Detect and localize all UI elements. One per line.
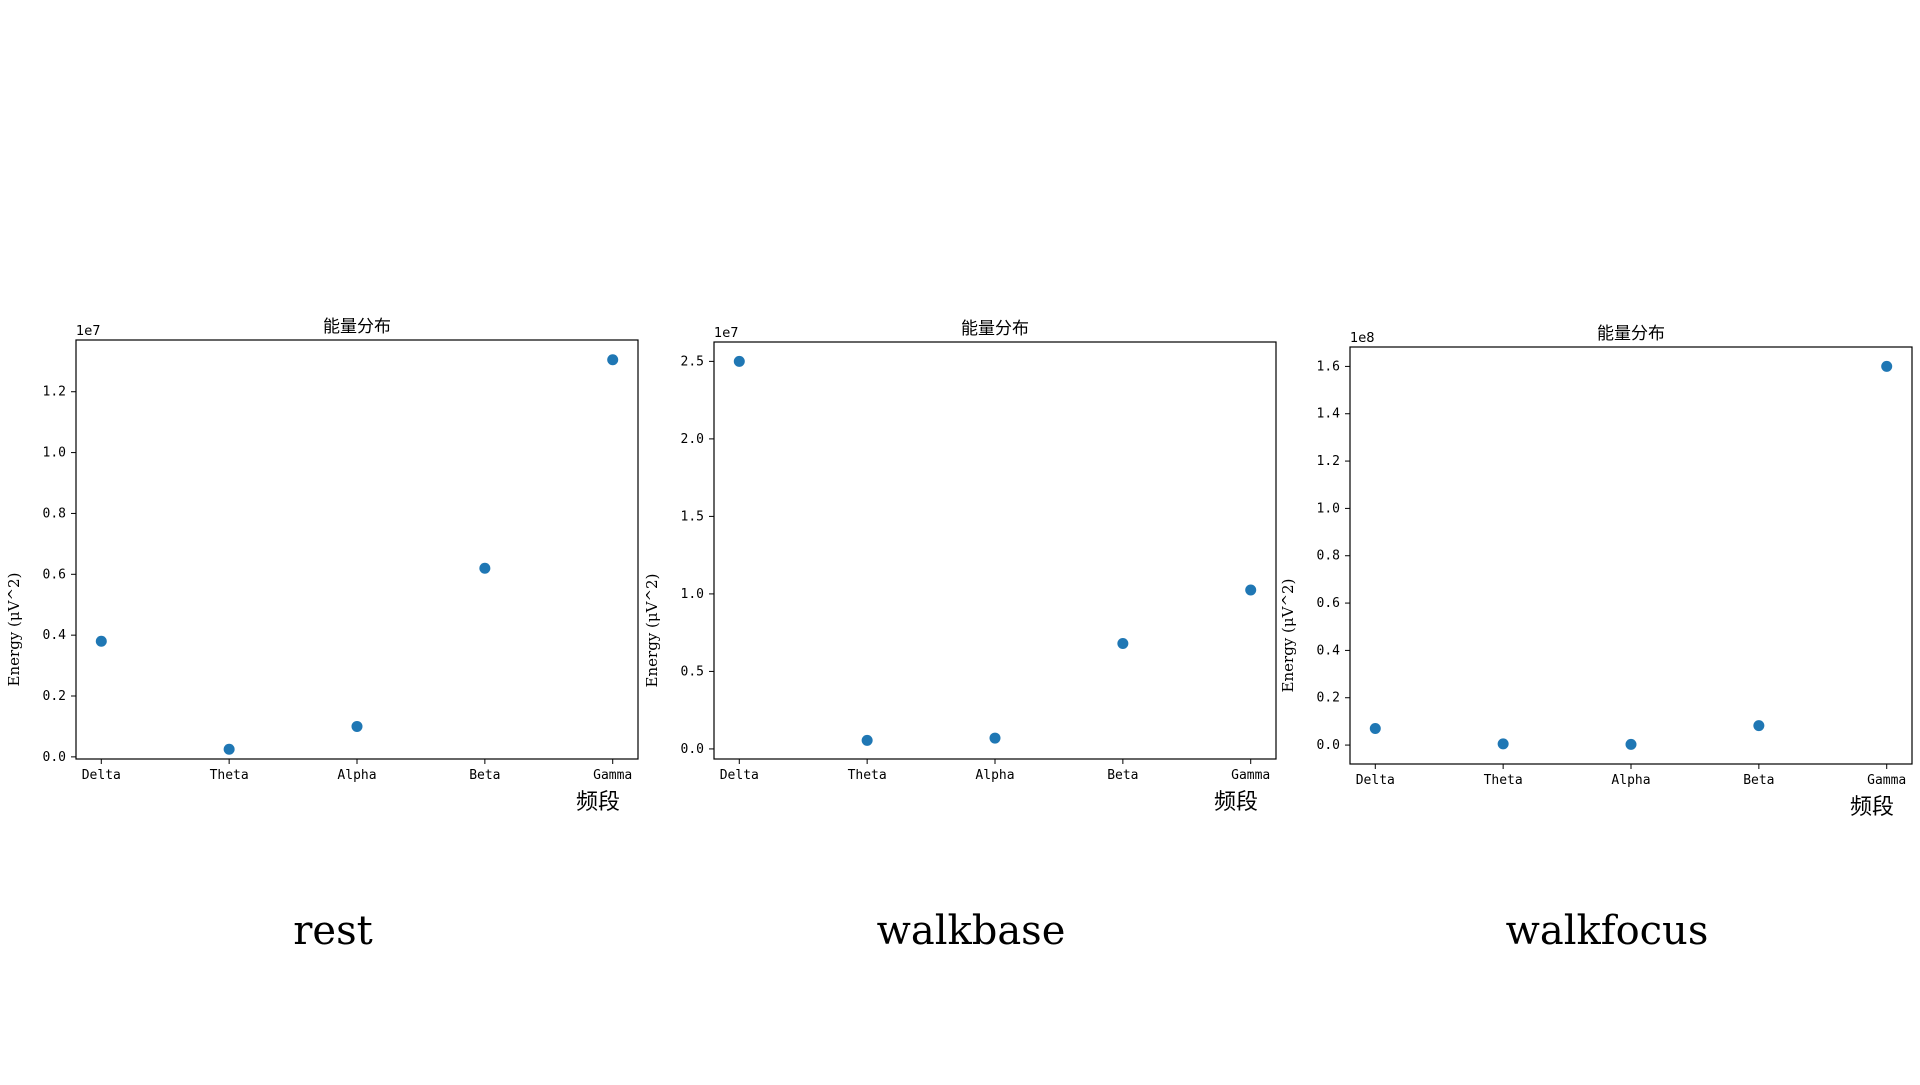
y-tick-label: 1.4 bbox=[1317, 407, 1341, 422]
y-offset-text: 1e8 bbox=[1350, 331, 1375, 346]
data-point-theta bbox=[223, 743, 235, 755]
data-point-delta bbox=[733, 355, 745, 367]
x-tick-label-beta: Beta bbox=[1743, 773, 1774, 788]
y-tick-label: 0.4 bbox=[43, 628, 67, 643]
caption-rest: rest bbox=[293, 908, 373, 954]
y-tick-label: 0.8 bbox=[43, 506, 66, 521]
y-tick-label: 1.0 bbox=[681, 587, 704, 602]
x-tick-label-gamma: Gamma bbox=[593, 768, 632, 783]
y-tick-label: 1.2 bbox=[1317, 454, 1340, 469]
x-tick-label-beta: Beta bbox=[469, 768, 500, 783]
chart-panel-walkfocus: 能量分布 1e8 0.0 0.2 0.4 0.6 0.8 1.0 1.2 1.4 1.6 Delta T… bbox=[1279, 324, 1913, 820]
y-tick-label: 0.6 bbox=[1317, 596, 1340, 611]
y-tick-label: 0.5 bbox=[681, 664, 704, 679]
y-axis-label: Energy (μV^2) bbox=[1279, 579, 1297, 693]
data-point-beta bbox=[479, 562, 491, 574]
y-tick-label: 0.0 bbox=[43, 750, 66, 765]
y-tick-label: 1.0 bbox=[1317, 501, 1340, 516]
chart-panel-walkbase: 能量分布 1e7 0.0 0.5 1.0 1.5 2.0 2.5 Delta Theta Alpha… bbox=[643, 319, 1277, 815]
x-tick-label-theta: Theta bbox=[848, 768, 887, 783]
x-axis-label: 频段 bbox=[1850, 795, 1894, 820]
data-point-gamma bbox=[1245, 584, 1257, 596]
y-tick-label: 0.4 bbox=[1317, 643, 1341, 658]
data-point-beta bbox=[1753, 720, 1765, 732]
x-tick-label-theta: Theta bbox=[1484, 773, 1523, 788]
chart-title: 能量分布 bbox=[1597, 324, 1665, 344]
caption-walkfocus: walkfocus bbox=[1505, 908, 1709, 954]
y-tick-label: 1.5 bbox=[681, 509, 704, 524]
x-tick-label-delta: Delta bbox=[720, 768, 759, 783]
y-tick-label: 1.2 bbox=[43, 385, 66, 400]
x-tick-label-delta: Delta bbox=[82, 768, 121, 783]
y-tick-label: 0.8 bbox=[1317, 549, 1340, 564]
y-axis-label: Energy (μV^2) bbox=[5, 573, 23, 687]
data-point-beta bbox=[1117, 638, 1129, 650]
x-tick-label-delta: Delta bbox=[1356, 773, 1395, 788]
data-point-gamma bbox=[607, 354, 619, 366]
x-tick-label-gamma: Gamma bbox=[1231, 768, 1270, 783]
x-tick-label-alpha: Alpha bbox=[975, 768, 1014, 783]
plot-frame bbox=[713, 341, 1277, 760]
chart-title: 能量分布 bbox=[961, 319, 1029, 339]
x-tick-label-theta: Theta bbox=[210, 768, 249, 783]
y-offset-text: 1e7 bbox=[76, 324, 101, 339]
y-tick-label: 0.0 bbox=[1317, 738, 1340, 753]
x-axis-label: 频段 bbox=[576, 790, 620, 815]
y-tick-label: 2.0 bbox=[681, 432, 704, 447]
data-point-alpha bbox=[351, 720, 363, 732]
chart-panel-rest: 能量分布 1e7 0.0 0.2 0.4 0.6 0.8 1.0 1.2 Delta Theta Al… bbox=[5, 317, 639, 815]
y-tick-label: 2.5 bbox=[681, 354, 704, 369]
data-point-alpha bbox=[1625, 738, 1637, 750]
y-axis-label: Energy (μV^2) bbox=[643, 574, 661, 688]
x-tick-label-gamma: Gamma bbox=[1867, 773, 1906, 788]
data-point-delta bbox=[95, 635, 107, 647]
plot-frame bbox=[1349, 346, 1913, 765]
data-point-delta bbox=[1369, 723, 1381, 735]
plot-frame bbox=[75, 339, 639, 760]
data-point-alpha bbox=[989, 732, 1001, 744]
chart-title: 能量分布 bbox=[323, 317, 391, 337]
y-tick-label: 1.0 bbox=[43, 446, 66, 461]
x-tick-label-alpha: Alpha bbox=[1611, 773, 1650, 788]
caption-walkbase: walkbase bbox=[876, 908, 1066, 954]
x-tick-label-alpha: Alpha bbox=[337, 768, 376, 783]
x-tick-label-beta: Beta bbox=[1107, 768, 1138, 783]
y-tick-label: 0.0 bbox=[681, 742, 704, 757]
y-tick-label: 1.6 bbox=[1317, 359, 1340, 374]
data-point-gamma bbox=[1881, 360, 1893, 372]
data-point-theta bbox=[1497, 738, 1509, 750]
y-tick-label: 0.6 bbox=[43, 567, 66, 582]
y-tick-label: 0.2 bbox=[1317, 691, 1340, 706]
y-tick-label: 0.2 bbox=[43, 689, 66, 704]
x-axis-label: 频段 bbox=[1214, 790, 1258, 815]
data-point-theta bbox=[861, 734, 873, 746]
y-offset-text: 1e7 bbox=[714, 326, 739, 341]
